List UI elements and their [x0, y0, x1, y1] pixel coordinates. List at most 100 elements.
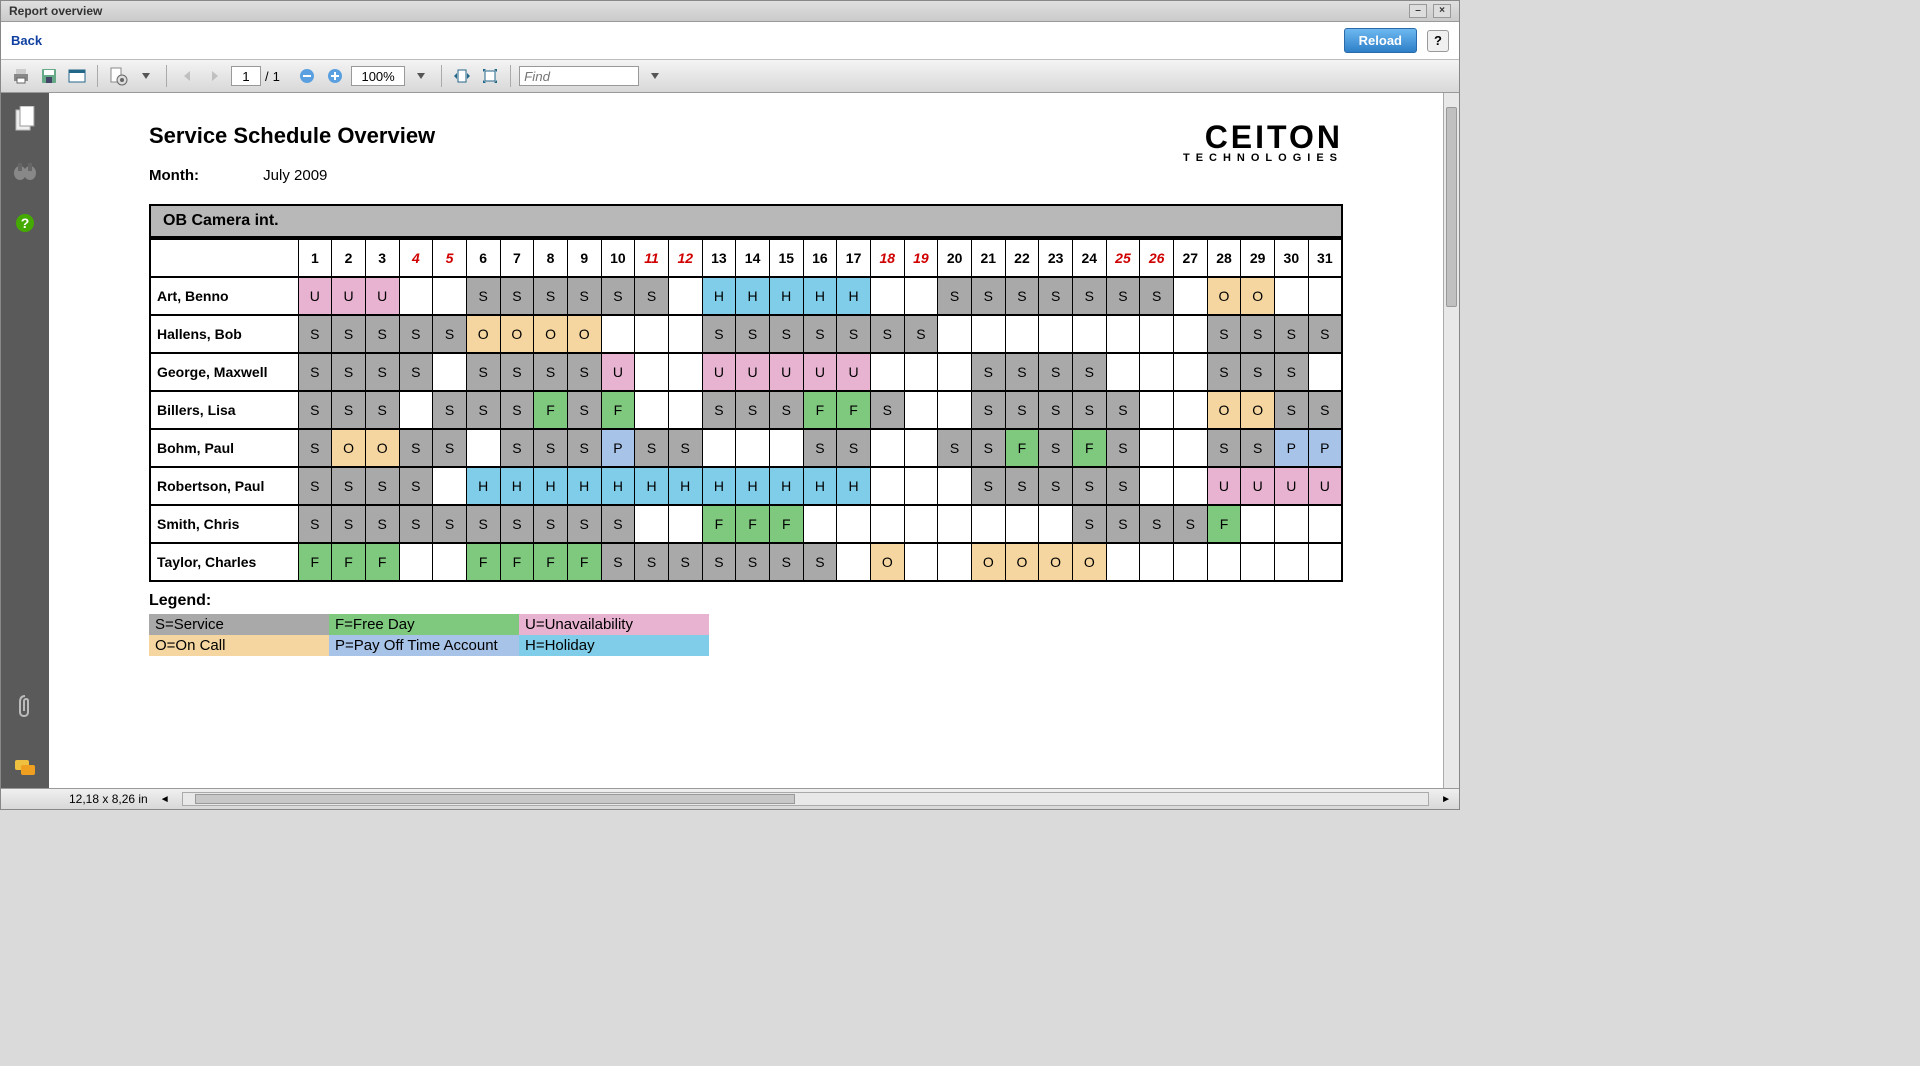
schedule-cell — [1173, 391, 1207, 429]
reload-button[interactable]: Reload — [1344, 28, 1417, 53]
schedule-cell: F — [365, 543, 399, 581]
schedule-cell: O — [1207, 391, 1241, 429]
page-setup-icon[interactable] — [106, 64, 130, 88]
day-header: 10 — [601, 239, 635, 277]
day-header: 7 — [500, 239, 534, 277]
fit-page-icon[interactable] — [478, 64, 502, 88]
schedule-cell: S — [1106, 467, 1140, 505]
schedule-cell — [1072, 315, 1106, 353]
schedule-cell: S — [433, 429, 467, 467]
binoculars-icon[interactable] — [11, 157, 39, 185]
dropdown-icon[interactable] — [409, 64, 433, 88]
schedule-cell: S — [1072, 505, 1106, 543]
schedule-cell: S — [1106, 277, 1140, 315]
schedule-cell: S — [803, 429, 837, 467]
day-header: 19 — [904, 239, 938, 277]
pages-icon[interactable] — [11, 105, 39, 133]
close-button[interactable]: × — [1433, 4, 1451, 18]
viewer-toolbar: / 1 100% — [1, 60, 1459, 93]
find-input[interactable] — [519, 66, 639, 86]
schedule-cell: U — [803, 353, 837, 391]
schedule-cell — [1241, 543, 1275, 581]
report-page: Service Schedule Overview Month: July 20… — [49, 93, 1443, 676]
schedule-cell — [1106, 315, 1140, 353]
attachment-icon[interactable] — [11, 692, 39, 720]
schedule-cell: S — [332, 391, 366, 429]
employee-name: Robertson, Paul — [150, 467, 298, 505]
schedule-cell: U — [1241, 467, 1275, 505]
schedule-cell: S — [365, 391, 399, 429]
schedule-cell — [1274, 543, 1308, 581]
schedule-cell — [1173, 277, 1207, 315]
employee-name: Billers, Lisa — [150, 391, 298, 429]
schedule-cell: S — [1039, 353, 1073, 391]
separator — [510, 65, 511, 87]
zoom-out-icon[interactable] — [295, 64, 319, 88]
legend: Legend: S=ServiceF=Free DayU=Unavailabil… — [149, 592, 1343, 656]
schedule-cell: F — [332, 543, 366, 581]
horizontal-scrollbar[interactable] — [182, 792, 1429, 806]
save-icon[interactable] — [37, 64, 61, 88]
schedule-cell: S — [399, 429, 433, 467]
schedule-cell: F — [1207, 505, 1241, 543]
schedule-cell: F — [298, 543, 332, 581]
day-header: 17 — [837, 239, 871, 277]
print-icon[interactable] — [9, 64, 33, 88]
schedule-cell: U — [1308, 467, 1342, 505]
day-header: 30 — [1274, 239, 1308, 277]
help-icon[interactable]: ? — [11, 209, 39, 237]
window-icon[interactable] — [65, 64, 89, 88]
help-button[interactable]: ? — [1427, 30, 1449, 52]
schedule-cell — [870, 353, 904, 391]
next-page-icon[interactable] — [203, 64, 227, 88]
document-scroll[interactable]: Service Schedule Overview Month: July 20… — [49, 93, 1443, 788]
schedule-cell: F — [1005, 429, 1039, 467]
schedule-cell: S — [702, 391, 736, 429]
schedule-cell: S — [1274, 353, 1308, 391]
employee-name: George, Maxwell — [150, 353, 298, 391]
schedule-cell: U — [769, 353, 803, 391]
day-header: 4 — [399, 239, 433, 277]
schedule-cell: S — [500, 505, 534, 543]
schedule-cell: O — [1039, 543, 1073, 581]
minimize-button[interactable]: – — [1409, 4, 1427, 18]
vertical-scrollbar[interactable] — [1443, 93, 1459, 788]
schedule-cell — [635, 353, 669, 391]
zoom-in-icon[interactable] — [323, 64, 347, 88]
fit-width-icon[interactable] — [450, 64, 474, 88]
day-header: 5 — [433, 239, 467, 277]
schedule-cell: S — [567, 391, 601, 429]
schedule-cell: S — [567, 277, 601, 315]
schedule-cell: S — [399, 467, 433, 505]
schedule-cell — [736, 429, 770, 467]
schedule-cell: S — [298, 429, 332, 467]
dropdown-icon[interactable] — [134, 64, 158, 88]
schedule-cell: S — [1241, 315, 1275, 353]
schedule-cell: F — [567, 543, 601, 581]
schedule-cell — [1140, 391, 1174, 429]
schedule-cell: O — [870, 543, 904, 581]
schedule-cell: S — [769, 391, 803, 429]
dropdown-icon[interactable] — [643, 64, 667, 88]
comments-icon[interactable] — [11, 754, 39, 782]
schedule-cell: S — [1241, 429, 1275, 467]
day-header: 2 — [332, 239, 366, 277]
schedule-cell: S — [1106, 429, 1140, 467]
schedule-cell: F — [702, 505, 736, 543]
prev-page-icon[interactable] — [175, 64, 199, 88]
schedule-cell: S — [938, 429, 972, 467]
schedule-cell — [668, 391, 702, 429]
schedule-cell: H — [769, 277, 803, 315]
schedule-cell — [803, 505, 837, 543]
day-header: 13 — [702, 239, 736, 277]
schedule-cell: S — [399, 505, 433, 543]
name-header — [150, 239, 298, 277]
back-link[interactable]: Back — [11, 33, 42, 48]
schedule-cell: H — [567, 467, 601, 505]
separator — [97, 65, 98, 87]
schedule-cell: S — [298, 391, 332, 429]
day-header: 6 — [466, 239, 500, 277]
schedule-cell — [1039, 505, 1073, 543]
schedule-cell: S — [466, 505, 500, 543]
page-number-input[interactable] — [231, 66, 261, 86]
